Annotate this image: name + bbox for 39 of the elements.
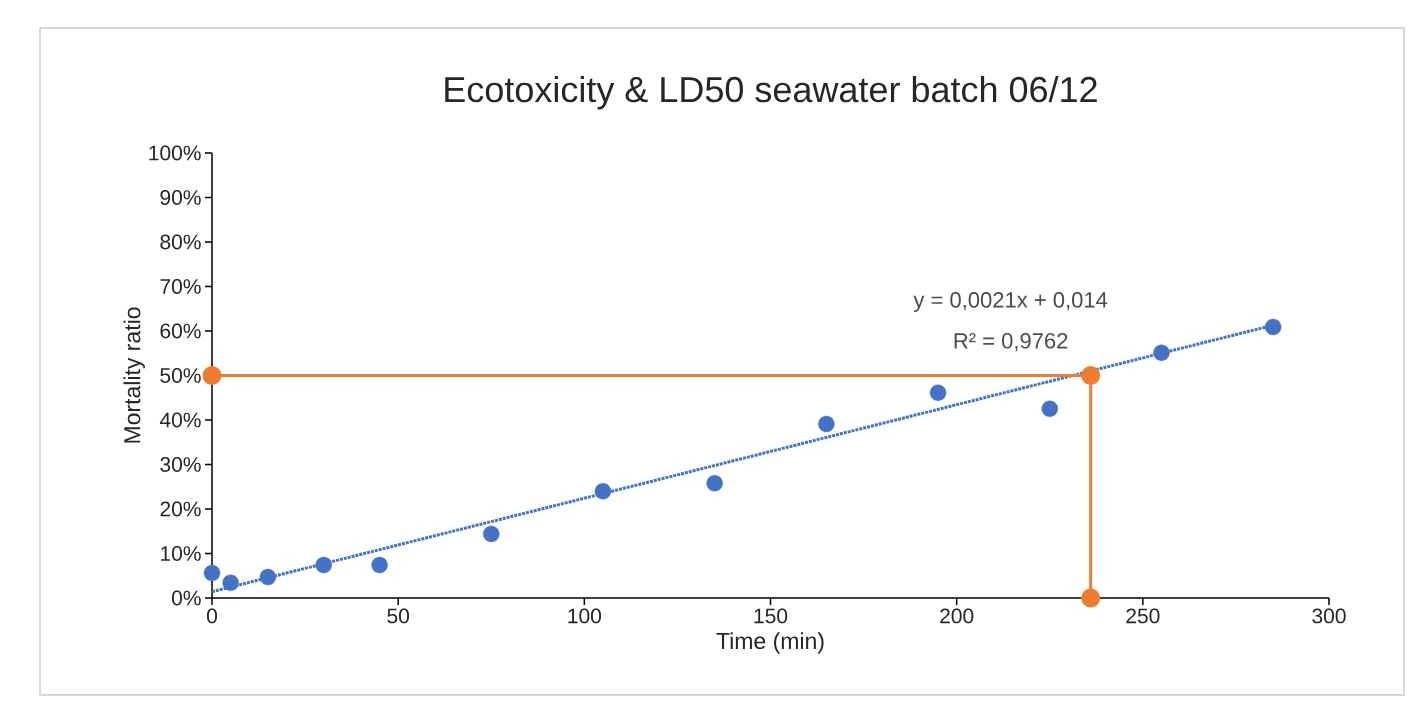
- y-tick-label: 70%: [160, 279, 201, 294]
- point: [1081, 365, 1101, 385]
- annotation: R² = 0,9762: [954, 333, 1068, 352]
- x-tick-label: 250: [1126, 608, 1160, 624]
- point: [483, 525, 500, 543]
- point: [706, 474, 723, 492]
- chart-title: Ecotoxicity & LD50 seawater batch 06/12: [445, 75, 1097, 110]
- y-tick-label: 30%: [160, 457, 201, 472]
- y-tick-label: 0%: [171, 590, 201, 606]
- y-tick-label: 50%: [160, 368, 201, 383]
- x-axis-title: Time (min): [716, 632, 824, 654]
- x-tick-label: 150: [754, 608, 788, 624]
- y-tick-label: 60%: [160, 323, 201, 339]
- annotation: y = 0,0021x + 0,014: [913, 292, 1108, 313]
- point: [1153, 344, 1170, 361]
- y-tick-label: 20%: [160, 501, 201, 517]
- point: [203, 564, 221, 582]
- y-tick-label: 100%: [149, 145, 201, 161]
- x-tick-label: 50: [387, 608, 410, 624]
- y-tick-label: 90%: [160, 190, 201, 205]
- x-tick-label: 0: [207, 608, 218, 624]
- y-tick-label: 10%: [161, 546, 201, 561]
- point: [202, 365, 222, 385]
- point: [1264, 318, 1282, 336]
- y-axis-title: Mortality ratio: [123, 307, 145, 443]
- point: [1041, 400, 1058, 418]
- y-tick-label: 80%: [160, 234, 201, 250]
- point: [929, 384, 947, 402]
- point: [315, 556, 332, 574]
- y-tick-label: 40%: [159, 412, 201, 428]
- point: [371, 556, 388, 574]
- point: [259, 568, 277, 586]
- point: [594, 482, 612, 500]
- x-tick-label: 200: [940, 608, 974, 624]
- x-tick-label: 300: [1312, 608, 1346, 624]
- point: [818, 415, 835, 433]
- point: [222, 574, 239, 592]
- x-tick-label: 100: [568, 608, 602, 624]
- point: [1081, 588, 1101, 608]
